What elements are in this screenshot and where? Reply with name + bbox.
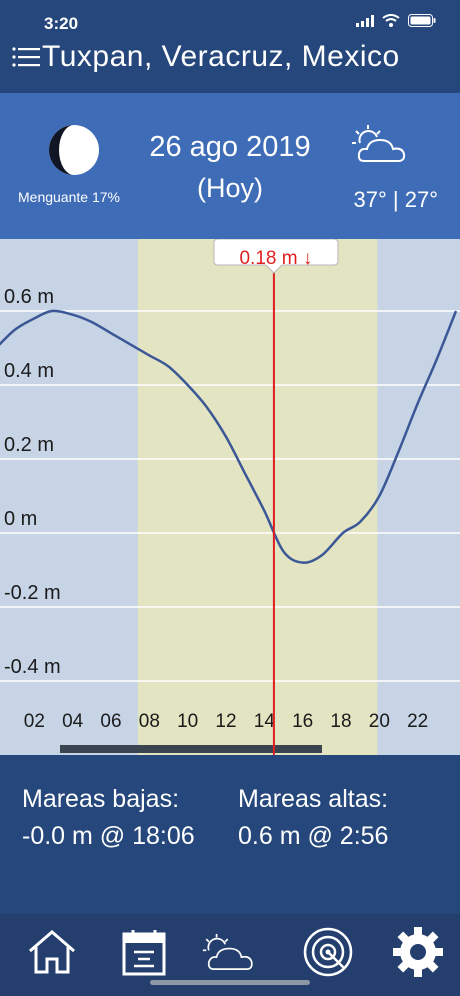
x-tick-label: 02 bbox=[24, 711, 45, 732]
high-tides-label: Mareas altas: bbox=[238, 785, 389, 813]
settings-icon bbox=[393, 927, 443, 977]
tide-summary: Mareas bajas: -0.0 m @ 18:06 Mareas alta… bbox=[0, 755, 460, 915]
tide-curve bbox=[0, 309, 458, 564]
tab-weather[interactable] bbox=[202, 924, 262, 980]
y-tick-label: 0 m bbox=[4, 508, 37, 530]
calendar-icon bbox=[122, 930, 166, 976]
app-header: Tuxpan, Veracruz, Mexico bbox=[0, 36, 460, 92]
day-info-panel: Menguante 17% 26 ago 2019 (Hoy) 37° | 27… bbox=[0, 93, 460, 239]
date-label: 26 ago 2019 bbox=[149, 131, 311, 163]
tide-chart-svg: 0.6 m 0.4 m 0.2 m 0 m -0.2 m -0.4 m 02 04 06 08 10… bbox=[0, 238, 460, 755]
status-bar: 3:20 bbox=[0, 0, 460, 40]
home-indicator bbox=[150, 980, 310, 985]
x-tick-label: 20 bbox=[369, 711, 390, 732]
y-tick-label: 0.2 m bbox=[4, 434, 54, 456]
wifi-icon bbox=[382, 14, 400, 27]
x-tick-label: 08 bbox=[139, 711, 160, 732]
x-tick-label: 18 bbox=[330, 711, 351, 732]
tab-radar[interactable] bbox=[298, 924, 358, 980]
current-value-callout bbox=[213, 238, 339, 274]
battery-icon bbox=[408, 14, 436, 27]
partly-cloudy-icon bbox=[352, 125, 406, 162]
x-tick-label: 16 bbox=[292, 711, 313, 732]
x-tick-label: 12 bbox=[215, 711, 236, 732]
signal-icon bbox=[356, 14, 374, 27]
moon-phase-label: Menguante 17% bbox=[18, 189, 120, 205]
tab-bar bbox=[0, 914, 460, 996]
y-tick-label: -0.4 m bbox=[4, 656, 61, 678]
status-time: 3:20 bbox=[44, 14, 79, 33]
x-tick-label: 14 bbox=[254, 711, 276, 732]
tab-home[interactable] bbox=[22, 924, 82, 980]
x-tick-label: 10 bbox=[177, 711, 198, 732]
weather-icon bbox=[202, 934, 253, 970]
status-icons bbox=[356, 14, 436, 27]
x-tick-label: 06 bbox=[100, 711, 121, 732]
location-title[interactable]: Tuxpan, Veracruz, Mexico bbox=[42, 40, 400, 73]
day-label: (Hoy) bbox=[197, 173, 263, 203]
menu-icon[interactable] bbox=[12, 46, 42, 68]
high-tides-value: 0.6 m @ 2:56 bbox=[238, 822, 389, 850]
temperature-range: 37° | 27° bbox=[353, 187, 438, 212]
moon-phase-icon bbox=[49, 125, 99, 175]
y-tick-label: 0.6 m bbox=[4, 286, 54, 308]
radar-icon bbox=[303, 927, 353, 977]
y-tick-label: -0.2 m bbox=[4, 582, 61, 604]
low-tides-label: Mareas bajas: bbox=[22, 785, 180, 813]
tab-settings[interactable] bbox=[388, 924, 448, 980]
chart-scrollbar bbox=[60, 745, 322, 753]
x-tick-label: 22 bbox=[407, 711, 428, 732]
y-tick-label: 0.4 m bbox=[4, 360, 54, 382]
current-value-label: 0.18 m ↓ bbox=[239, 248, 312, 269]
home-icon bbox=[29, 930, 75, 974]
tide-chart[interactable]: 0.6 m 0.4 m 0.2 m 0 m -0.2 m -0.4 m 02 04 06 08 10… bbox=[0, 238, 460, 755]
low-tides-value: -0.0 m @ 18:06 bbox=[22, 822, 195, 850]
x-tick-label: 04 bbox=[62, 711, 84, 732]
tab-calendar[interactable] bbox=[114, 924, 174, 980]
